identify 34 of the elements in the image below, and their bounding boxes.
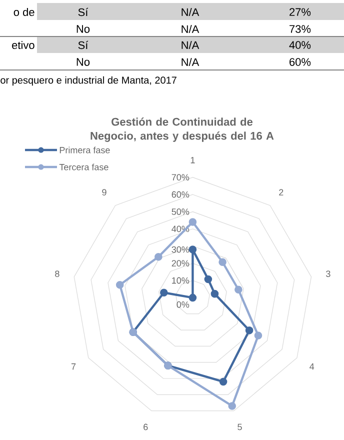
legend-label: Primera fase — [60, 146, 110, 154]
y-tick-label: 70% — [172, 174, 190, 180]
text: No — [76, 58, 90, 66]
spoke-label: 5 — [238, 424, 242, 430]
spoke-label: 9 — [102, 189, 106, 196]
text: o de — [14, 8, 34, 16]
text: 27% — [290, 8, 311, 16]
y-tick-label: 60% — [172, 191, 190, 198]
y-tick-label: 20% — [172, 260, 190, 266]
text: N/A — [182, 40, 200, 50]
text: 73% — [290, 25, 311, 33]
spoke-label: 3 — [326, 270, 330, 277]
text: 60% — [290, 58, 311, 66]
y-tick-label: 10% — [172, 277, 190, 284]
text: N/A — [182, 58, 200, 66]
text: Sí — [78, 40, 88, 50]
text: etivo — [12, 40, 34, 50]
spoke-label: 4 — [310, 363, 314, 370]
text: 40% — [289, 41, 311, 49]
y-tick-label: 0% — [176, 301, 190, 308]
spoke-label: 1 — [190, 157, 195, 164]
spoke-label: 7 — [71, 363, 76, 370]
legend-label: Tercera fase — [59, 164, 108, 170]
spoke-label: 6 — [144, 424, 148, 430]
text: No — [76, 25, 90, 33]
text: or pesquero e industrial de Manta, 2017 — [0, 76, 176, 86]
y-tick-label: 50% — [172, 208, 190, 215]
text: Sí — [78, 8, 88, 16]
chart-title: Gestión de Continuidad de Negocio, antes y después del 16 A — [90, 118, 274, 142]
y-tick-label: 30% — [172, 246, 190, 253]
spoke-label: 2 — [279, 189, 284, 196]
text: N/A — [182, 24, 200, 34]
spoke-label: 8 — [55, 270, 60, 277]
text: N/A — [182, 8, 200, 16]
